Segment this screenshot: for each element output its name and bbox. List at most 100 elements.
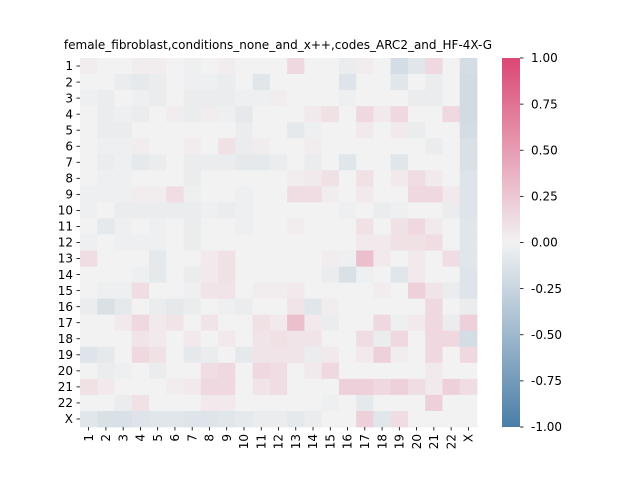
heatmap-cell bbox=[269, 90, 288, 107]
y-tick-label: 11 bbox=[58, 220, 73, 234]
heatmap-cell bbox=[321, 234, 340, 251]
heatmap-cell bbox=[390, 298, 409, 316]
heatmap-cell bbox=[425, 90, 443, 107]
heatmap-cell bbox=[252, 106, 271, 123]
heatmap-cell bbox=[97, 202, 115, 219]
heatmap-cell bbox=[235, 346, 254, 364]
heatmap-cell bbox=[269, 74, 288, 91]
heatmap-cell bbox=[252, 282, 271, 300]
heatmap-cell bbox=[218, 154, 236, 171]
heatmap-cell bbox=[459, 378, 478, 396]
heatmap-cell bbox=[390, 202, 409, 219]
heatmap-cell bbox=[390, 170, 409, 187]
colorbar bbox=[502, 58, 520, 427]
heatmap-cell bbox=[338, 266, 357, 284]
heatmap-cell bbox=[252, 394, 271, 412]
heatmap-cell bbox=[390, 394, 409, 412]
heatmap-cell bbox=[183, 410, 202, 428]
heatmap-cell bbox=[149, 378, 167, 396]
heatmap-cell bbox=[356, 122, 374, 139]
heatmap-cell bbox=[425, 122, 443, 139]
heatmap-cell bbox=[166, 218, 184, 235]
heatmap-cell bbox=[373, 330, 392, 348]
heatmap-cell bbox=[235, 186, 254, 203]
heatmap-cell bbox=[131, 138, 150, 155]
heatmap-cell bbox=[252, 330, 271, 348]
heatmap-cell bbox=[321, 74, 340, 91]
heatmap-cell bbox=[114, 138, 133, 155]
heatmap-cell bbox=[338, 74, 357, 91]
heatmap-cell bbox=[149, 154, 167, 171]
heatmap-cell bbox=[304, 250, 323, 267]
heatmap-cell bbox=[269, 378, 288, 396]
heatmap-cell bbox=[269, 218, 288, 235]
heatmap-cell bbox=[287, 154, 305, 171]
heatmap-cell bbox=[183, 106, 202, 123]
heatmap-cell bbox=[407, 58, 426, 75]
colorbar-tick-label: -0.50 bbox=[531, 328, 562, 342]
heatmap-cell bbox=[252, 250, 271, 267]
heatmap-cell bbox=[235, 218, 254, 235]
heatmap-cell bbox=[287, 410, 305, 428]
heatmap-cell bbox=[131, 234, 150, 251]
heatmap-cell bbox=[166, 186, 184, 203]
heatmap-cell bbox=[149, 106, 167, 123]
heatmap-cell bbox=[425, 74, 443, 91]
heatmap-cell bbox=[97, 282, 115, 300]
heatmap-cell bbox=[459, 106, 478, 123]
heatmap-cell bbox=[252, 58, 271, 75]
heatmap-cell bbox=[425, 330, 443, 348]
heatmap-cell bbox=[200, 186, 219, 203]
heatmap-cell bbox=[390, 218, 409, 235]
heatmap-cell bbox=[114, 218, 133, 235]
heatmap-cell bbox=[269, 202, 288, 219]
heatmap-cell bbox=[425, 362, 443, 380]
heatmap-cell bbox=[114, 58, 133, 75]
heatmap-cell bbox=[269, 106, 288, 123]
heatmap-cell bbox=[304, 154, 323, 171]
heatmap-cell bbox=[321, 122, 340, 139]
x-tick-label: 13 bbox=[289, 434, 303, 449]
heatmap-cell bbox=[131, 74, 150, 91]
heatmap-cell bbox=[269, 298, 288, 316]
heatmap-cell bbox=[269, 362, 288, 380]
heatmap-cell bbox=[269, 138, 288, 155]
x-tick-label: 22 bbox=[444, 434, 458, 449]
heatmap-cell bbox=[287, 378, 305, 396]
heatmap-cell bbox=[269, 282, 288, 300]
heatmap-cell bbox=[459, 74, 478, 91]
y-tick-label: 5 bbox=[65, 123, 73, 137]
heatmap-cell bbox=[131, 410, 150, 428]
heatmap-cell bbox=[304, 394, 323, 412]
heatmap-cell bbox=[338, 122, 357, 139]
heatmap-cell bbox=[373, 138, 392, 155]
heatmap-cell bbox=[442, 330, 461, 348]
heatmap-cell bbox=[338, 410, 357, 428]
heatmap-cell bbox=[459, 282, 478, 300]
heatmap-cell bbox=[338, 234, 357, 251]
heatmap-cell bbox=[442, 106, 461, 123]
heatmap-cell bbox=[356, 394, 374, 412]
heatmap-cell bbox=[235, 298, 254, 316]
heatmap-cell bbox=[97, 362, 115, 380]
colorbar-ticks: -1.00 -0.75 -0.50 -0.25 0.00 0.25 0.50 0.75 1.00 bbox=[520, 51, 562, 434]
heatmap-cell bbox=[183, 218, 202, 235]
heatmap-cell bbox=[218, 346, 236, 364]
heatmap-cell bbox=[235, 122, 254, 139]
x-tick-label: 3 bbox=[116, 434, 130, 442]
heatmap-cell bbox=[183, 282, 202, 300]
heatmap-cell bbox=[166, 394, 184, 412]
heatmap-cell bbox=[114, 298, 133, 316]
heatmap-cell bbox=[373, 202, 392, 219]
heatmap-cell bbox=[131, 362, 150, 380]
heatmap-cell bbox=[407, 234, 426, 251]
heatmap-cell bbox=[200, 410, 219, 428]
heatmap-cell bbox=[97, 378, 115, 396]
heatmap-cell bbox=[407, 266, 426, 284]
heatmap-cell bbox=[80, 74, 98, 91]
heatmap-cell bbox=[304, 298, 323, 316]
heatmap-cell bbox=[321, 250, 340, 267]
heatmap-cell bbox=[200, 202, 219, 219]
heatmap-cell bbox=[459, 410, 478, 428]
